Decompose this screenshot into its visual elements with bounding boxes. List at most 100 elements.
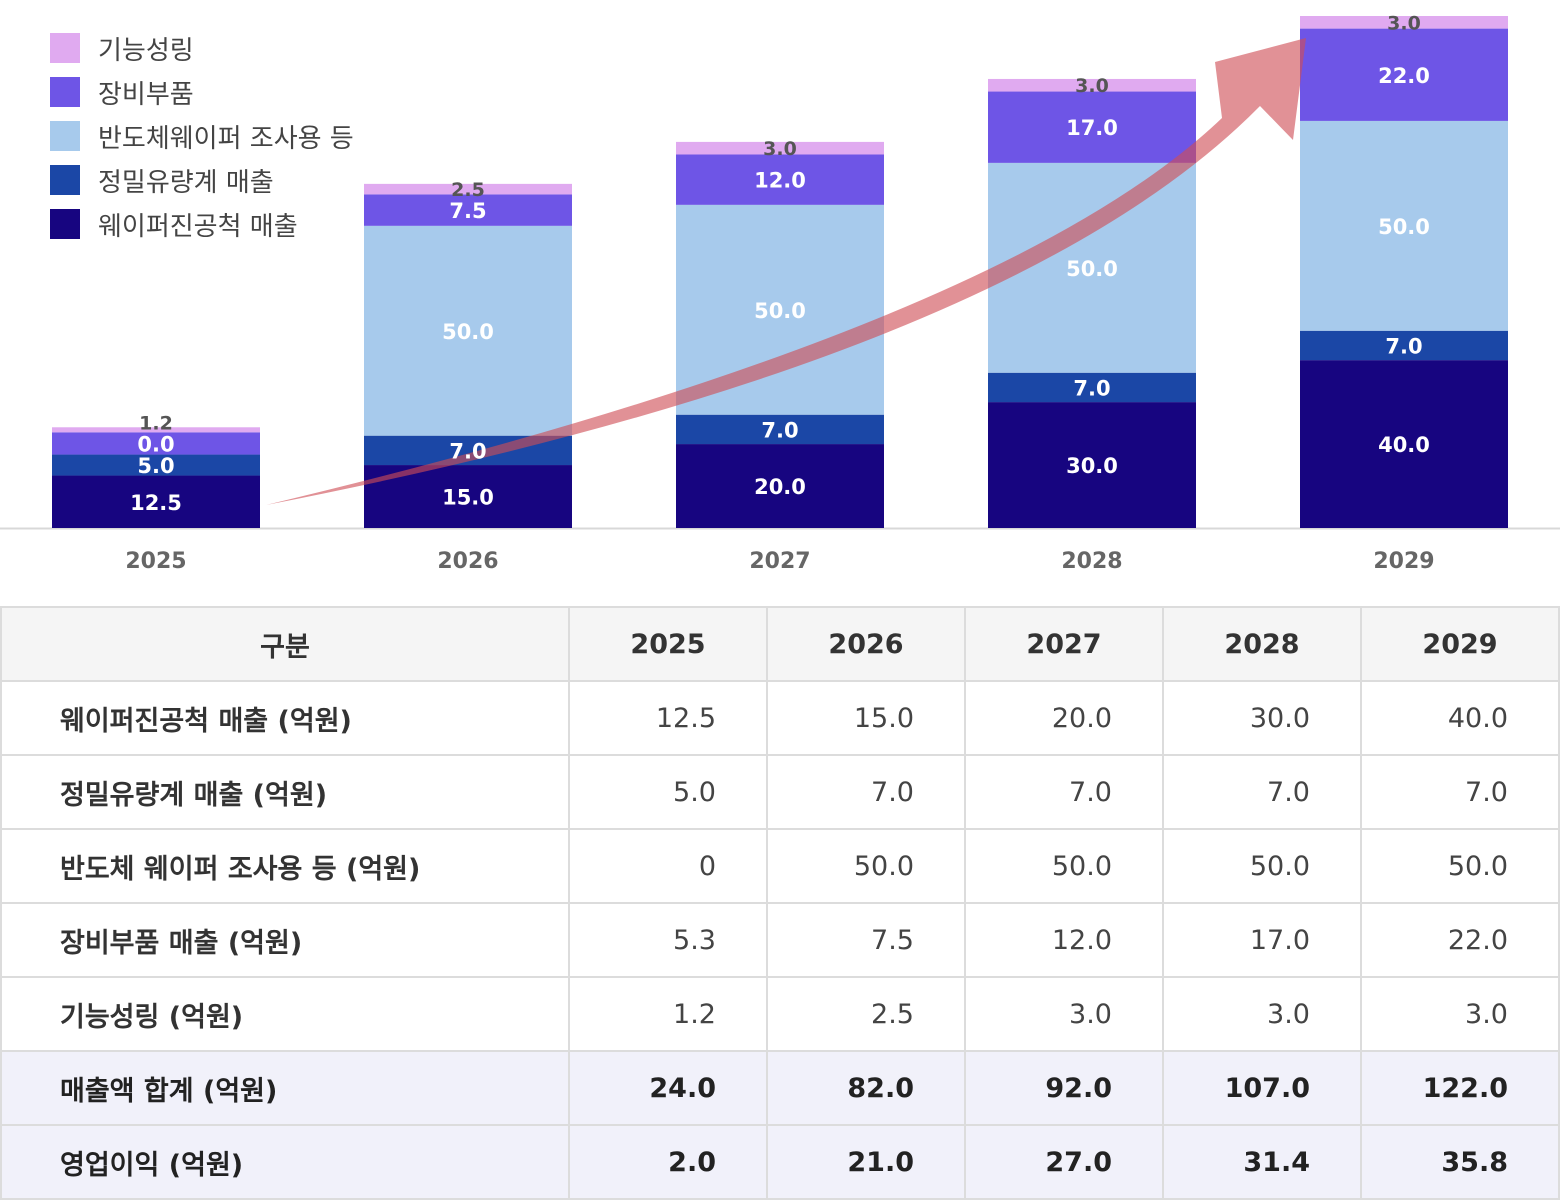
row-label: 장비부품 매출 (억원) (0, 902, 570, 978)
stacked-bar-chart: 2025 2026 2027 2028 2029 12.5 5.0 0.0 1.2 15.0 7.0… (0, 12, 1560, 574)
data-label: 7.5 (449, 199, 486, 223)
x-tick-label: 2027 (749, 549, 810, 574)
table-cell: 3.0 (1360, 976, 1560, 1052)
data-label: 50.0 (1378, 215, 1430, 239)
bar-segment (52, 475, 260, 528)
legend-label: 장비부품 (98, 79, 194, 110)
row-label: 매출액 합계 (억원) (0, 1050, 570, 1126)
table-cell: 12.0 (964, 902, 1164, 978)
table-cell: 1.2 (568, 976, 768, 1052)
data-label: 50.0 (1066, 257, 1118, 281)
legend-label: 기능성링 (98, 35, 194, 66)
bar-segment (676, 141, 884, 155)
data-label: 20.0 (754, 475, 806, 499)
data-label: 22.0 (1378, 64, 1430, 88)
legend-item: 웨이퍼진공척 매출 (50, 202, 354, 246)
table-cell: 21.0 (766, 1124, 966, 1200)
bar-segment (364, 225, 572, 436)
data-label: 17.0 (1066, 116, 1118, 140)
bar-segment (988, 78, 1196, 92)
table-cell: 7.5 (766, 902, 966, 978)
chart-canvas: 2025 2026 2027 2028 2029 12.5 5.00.01.2 15.0 7.0… (0, 12, 1560, 574)
x-tick-label: 2028 (1061, 549, 1122, 574)
table-cell: 122.0 (1360, 1050, 1560, 1126)
data-label: 7.0 (1073, 376, 1110, 400)
legend-item: 반도체웨이퍼 조사용 등 (50, 114, 354, 158)
x-tick-label: 2025 (125, 549, 186, 574)
bar-segment (1300, 360, 1508, 528)
data-label: 5.0 (137, 454, 174, 478)
table-cell: 12.5 (568, 680, 768, 756)
data-label: 50.0 (442, 320, 494, 344)
legend-label: 웨이퍼진공척 매출 (98, 211, 298, 242)
table-cell: 3.0 (964, 976, 1164, 1052)
table-header-year: 2026 (766, 606, 966, 682)
row-label: 웨이퍼진공척 매출 (억원) (0, 680, 570, 756)
table-cell: 7.0 (964, 754, 1164, 830)
table-row: 정밀유량계 매출 (억원) 5.0 7.0 7.0 7.0 7.0 (0, 754, 1560, 830)
table-cell: 40.0 (1360, 680, 1560, 756)
bar-segment (52, 427, 260, 433)
table-cell: 30.0 (1162, 680, 1362, 756)
table-header-category: 구분 (0, 606, 570, 682)
bar-segment (1300, 28, 1508, 121)
bar-segment (1300, 120, 1508, 331)
bar-segment (1300, 330, 1508, 361)
table-cell: 15.0 (766, 680, 966, 756)
legend-swatch (50, 33, 80, 63)
table-cell: 107.0 (1162, 1050, 1362, 1126)
table-header-year: 2028 (1162, 606, 1362, 682)
legend-swatch (50, 121, 80, 151)
row-label: 영업이익 (억원) (0, 1124, 570, 1200)
bar-segment (676, 444, 884, 528)
bar-segment (988, 402, 1196, 528)
table-row: 반도체 웨이퍼 조사용 등 (억원) 0 50.0 50.0 50.0 50.0 (0, 828, 1560, 904)
legend-label: 정밀유량계 매출 (98, 167, 274, 198)
legend-swatch (50, 77, 80, 107)
data-label: 0.0 (137, 432, 174, 456)
table-cell: 5.3 (568, 902, 768, 978)
table-header-year: 2025 (568, 606, 768, 682)
legend-item: 장비부품 (50, 70, 354, 114)
bar-segment (52, 454, 260, 476)
table-cell: 7.0 (1162, 754, 1362, 830)
legend-item: 기능성링 (50, 26, 354, 70)
table-header-row: 구분 2025 2026 2027 2028 2029 (0, 606, 1560, 682)
data-label: 12.0 (754, 169, 806, 193)
table-header-year: 2029 (1360, 606, 1560, 682)
table-cell: 35.8 (1360, 1124, 1560, 1200)
data-label: 7.0 (761, 418, 798, 442)
table-cell: 5.0 (568, 754, 768, 830)
x-tick-label: 2026 (437, 549, 498, 574)
data-label: 50.0 (754, 299, 806, 323)
table-header-year: 2027 (964, 606, 1164, 682)
bar-segment (364, 183, 572, 195)
table-cell: 92.0 (964, 1050, 1164, 1126)
bar-segment (988, 91, 1196, 163)
row-label: 기능성링 (억원) (0, 976, 570, 1052)
data-label: 2.5 (451, 179, 485, 201)
legend-swatch (50, 209, 80, 239)
data-label: 1.2 (139, 412, 173, 434)
data-label: 12.5 (130, 491, 182, 515)
table-cell: 50.0 (766, 828, 966, 904)
table-cell: 22.0 (1360, 902, 1560, 978)
table-cell: 0 (568, 828, 768, 904)
bar-segment (676, 204, 884, 415)
bar-segment (1300, 16, 1508, 29)
table-cell: 17.0 (1162, 902, 1362, 978)
table-cell: 50.0 (1162, 828, 1362, 904)
table-cell: 2.5 (766, 976, 966, 1052)
table-row: 장비부품 매출 (억원) 5.3 7.5 12.0 17.0 22.0 (0, 902, 1560, 978)
legend-label: 반도체웨이퍼 조사용 등 (98, 123, 354, 154)
x-tick-label: 2029 (1373, 549, 1434, 574)
table-cell: 7.0 (1360, 754, 1560, 830)
table-cell: 27.0 (964, 1124, 1164, 1200)
data-label: 7.0 (449, 439, 486, 463)
row-label: 정밀유량계 매출 (억원) (0, 754, 570, 830)
legend-item: 정밀유량계 매출 (50, 158, 354, 202)
table-row: 영업이익 (억원) 2.0 21.0 27.0 31.4 35.8 (0, 1124, 1560, 1200)
table-cell: 20.0 (964, 680, 1164, 756)
row-label: 반도체 웨이퍼 조사용 등 (억원) (0, 828, 570, 904)
